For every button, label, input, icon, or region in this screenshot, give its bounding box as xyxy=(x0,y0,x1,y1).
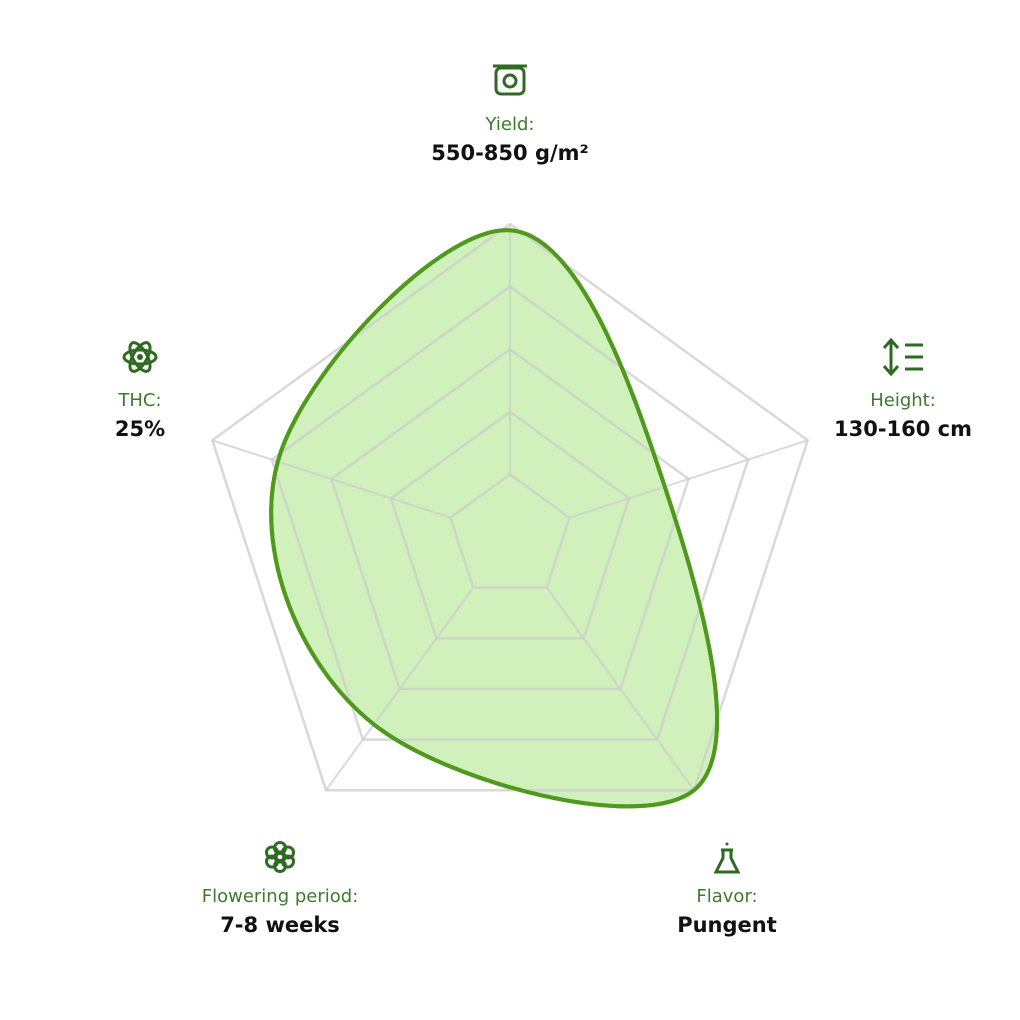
radar-outline xyxy=(269,228,720,809)
axis-value: 7-8 weeks xyxy=(220,913,340,937)
axis-value: 550-850 g/m² xyxy=(431,141,588,165)
grid-ring xyxy=(270,285,750,741)
axis-value: 25% xyxy=(115,417,165,441)
axis-label: Flowering period: xyxy=(202,886,359,907)
grid-ring xyxy=(211,222,809,792)
axis-spoke xyxy=(325,587,475,791)
axis-label: Yield: xyxy=(485,114,535,135)
grid-ring xyxy=(330,347,690,691)
icon-flask xyxy=(713,842,741,874)
icon-scale xyxy=(493,64,527,96)
axis-spoke xyxy=(545,587,695,791)
grid-ring xyxy=(449,473,571,589)
axis-label: Height: xyxy=(870,390,936,411)
grid-ring xyxy=(389,410,631,640)
axis-spoke xyxy=(212,439,451,519)
axis-label: Flavor: xyxy=(696,886,757,907)
axis-label: THC: xyxy=(117,390,161,411)
axis-value: Pungent xyxy=(677,913,777,937)
icon-atom xyxy=(122,341,158,373)
icon-flower xyxy=(265,841,295,873)
axis-spoke xyxy=(569,439,808,519)
axis-value: 130-160 cm xyxy=(834,417,972,441)
icon-height xyxy=(882,337,923,377)
radar-area xyxy=(269,228,720,809)
